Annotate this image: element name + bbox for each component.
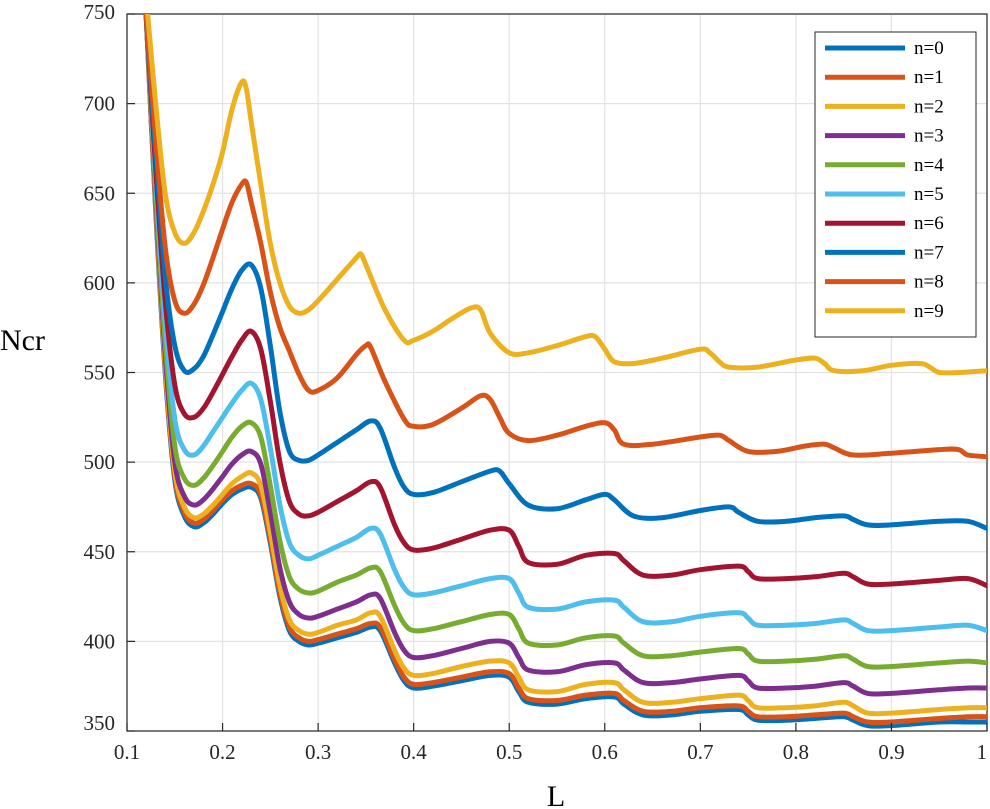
y-tick-label: 550 <box>84 361 116 385</box>
x-tick-label: 0.6 <box>592 740 618 764</box>
x-tick-label: 0.9 <box>878 740 904 764</box>
legend-label: n=7 <box>914 242 944 263</box>
x-axis-label: L <box>547 780 565 809</box>
legend: n=0 n=1 n=2 n=3 n=4 n=5 n=6 n=7 n=8 n=9 <box>814 31 977 338</box>
x-tick-label: 0.2 <box>209 740 235 764</box>
series-line-n=5 <box>143 14 987 634</box>
series-line-n=2 <box>143 14 987 717</box>
legend-label: n=6 <box>914 213 944 234</box>
series-line-n=9 <box>145 14 987 376</box>
legend-label: n=3 <box>914 126 944 147</box>
series-lines <box>143 14 987 729</box>
legend-label: n=9 <box>914 301 944 322</box>
legend-label: n=0 <box>914 38 944 59</box>
x-tick-label: 0.3 <box>305 740 331 764</box>
x-tick-label: 1 <box>977 740 988 764</box>
x-tick-label: 0.4 <box>401 740 428 764</box>
y-tick-label: 750 <box>84 0 116 24</box>
y-tick-label: 700 <box>84 92 116 116</box>
series-line-n=6 <box>143 14 987 589</box>
y-axis-label: Ncr <box>0 324 45 357</box>
series-line-n=3 <box>143 14 987 697</box>
series-line-n=8 <box>143 14 987 460</box>
legend-label: n=4 <box>914 155 944 176</box>
axis-ticks: 0.1 0.2 0.3 0.4 0.5 0.6 0.7 0.8 0.9 1 350 400 450 500… <box>84 0 988 764</box>
legend-box <box>814 31 977 338</box>
x-tick-label: 0.1 <box>114 740 140 764</box>
y-tick-label: 350 <box>84 711 116 735</box>
legend-label: n=8 <box>914 272 944 293</box>
series-line-n=1 <box>143 14 987 726</box>
legend-label: n=1 <box>914 67 944 88</box>
y-tick-label: 650 <box>84 181 116 205</box>
series-line-n=7 <box>143 14 987 531</box>
legend-label: n=5 <box>914 184 944 205</box>
x-tick-label: 0.7 <box>687 740 713 764</box>
y-tick-label: 500 <box>84 450 116 474</box>
y-tick-label: 450 <box>84 540 116 564</box>
y-tick-label: 400 <box>84 629 116 653</box>
x-tick-label: 0.8 <box>783 740 809 764</box>
legend-label: n=2 <box>914 96 944 117</box>
y-tick-label: 600 <box>84 271 116 295</box>
series-line-n=4 <box>143 14 987 670</box>
x-tick-label: 0.5 <box>496 740 522 764</box>
